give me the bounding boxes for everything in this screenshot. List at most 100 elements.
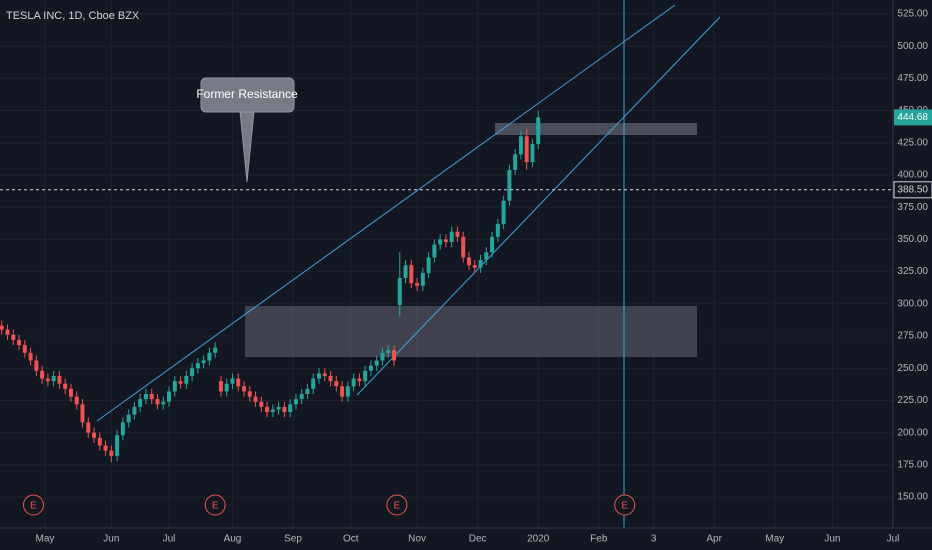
candle-body xyxy=(143,394,148,400)
y-tick-label: 150.00 xyxy=(897,492,928,503)
x-tick-label: Apr xyxy=(706,534,722,545)
candle-body xyxy=(507,169,512,201)
candle-body xyxy=(201,360,206,364)
candle-body xyxy=(495,223,500,237)
candle-body xyxy=(126,414,131,423)
candle-body xyxy=(455,231,460,237)
candle-body xyxy=(363,370,368,382)
y-tick-label: 225.00 xyxy=(897,395,928,406)
candle-body xyxy=(68,388,73,397)
event-marker xyxy=(386,494,408,516)
candle-body xyxy=(207,352,212,361)
candle-body xyxy=(138,399,143,407)
axes: 150.00 175.00 200.00 225.00 250.00 275.00 300.… xyxy=(36,9,932,545)
candle-body xyxy=(132,406,137,415)
x-tick-label: Feb xyxy=(590,534,608,545)
candle-body xyxy=(328,375,333,382)
candle-body xyxy=(265,406,270,413)
trend-line xyxy=(356,16,721,396)
candle-body xyxy=(86,422,91,433)
candle-body xyxy=(34,360,39,371)
candle-body xyxy=(213,347,218,353)
candle-body xyxy=(449,231,454,242)
candle-body xyxy=(513,154,518,170)
candle-body xyxy=(357,378,362,382)
candle-body xyxy=(0,325,4,330)
candle-body xyxy=(149,394,154,400)
event-marker xyxy=(204,494,226,516)
candle-body xyxy=(299,394,304,400)
x-tick-label: Dec xyxy=(469,534,487,545)
candle-body xyxy=(253,396,258,402)
y-tick-label: 425.00 xyxy=(897,137,928,148)
zone-box xyxy=(245,306,697,357)
candle-body xyxy=(288,404,293,413)
y-tick-label: 325.00 xyxy=(897,266,928,277)
candle-body xyxy=(97,437,102,446)
x-tick-label: May xyxy=(765,534,784,545)
event-marker xyxy=(22,494,44,516)
x-tick-label: Jun xyxy=(824,534,840,545)
candle-body xyxy=(536,117,541,145)
candle-body xyxy=(351,378,356,387)
candle-body xyxy=(57,375,62,384)
candle-body xyxy=(74,396,79,405)
candle-body xyxy=(109,450,114,456)
candle-body xyxy=(472,265,477,268)
candle-body xyxy=(317,373,322,379)
candle-body xyxy=(432,244,437,258)
candle-body xyxy=(374,360,379,366)
event-label: E xyxy=(212,501,219,512)
x-tick-label: 3 xyxy=(651,534,657,545)
y-tick-label: 500.00 xyxy=(897,41,928,52)
candle-body xyxy=(190,368,195,376)
candle-body xyxy=(5,329,10,335)
event-label: E xyxy=(621,501,628,512)
y-tick-label: 350.00 xyxy=(897,234,928,245)
callout-pointer xyxy=(239,110,255,183)
candle-body xyxy=(484,252,489,261)
candle-body xyxy=(51,375,56,382)
candle-body xyxy=(63,383,68,389)
candle-body xyxy=(28,352,33,361)
grid xyxy=(0,0,894,528)
event-marker xyxy=(614,494,636,516)
candle-body xyxy=(276,406,281,410)
candle-body xyxy=(236,378,241,387)
x-tick-label: Oct xyxy=(343,534,359,545)
candle-body xyxy=(172,381,177,392)
candle-body xyxy=(409,265,414,284)
price-level-tag xyxy=(893,181,932,199)
x-tick-label: Aug xyxy=(224,534,242,545)
candle-body xyxy=(518,136,523,155)
x-tick-label: 2020 xyxy=(527,534,550,545)
candle-body xyxy=(17,339,22,346)
candle-body xyxy=(392,350,397,361)
candle-body xyxy=(345,386,350,397)
candle-body xyxy=(230,378,235,384)
candle-body xyxy=(184,375,189,384)
candle-body xyxy=(403,265,408,279)
candle-body xyxy=(120,422,125,436)
candle-body xyxy=(155,399,160,405)
candle-body xyxy=(80,404,85,423)
candle-body xyxy=(386,350,391,353)
candle-body xyxy=(242,386,247,392)
x-tick-label: Jul xyxy=(163,534,176,545)
candle-body xyxy=(167,391,172,402)
candle-body xyxy=(426,257,431,273)
candle-body xyxy=(92,432,97,438)
y-tick-label: 300.00 xyxy=(897,298,928,309)
y-tick-label: 525.00 xyxy=(897,9,928,20)
y-tick-label: 200.00 xyxy=(897,427,928,438)
callout-text: Former Resistance xyxy=(196,87,298,101)
candle-body xyxy=(380,352,385,361)
candle-body xyxy=(420,272,425,286)
y-tick-label: 400.00 xyxy=(897,170,928,181)
x-tick-label: Nov xyxy=(408,534,426,545)
candle-body xyxy=(368,365,373,371)
candle-body xyxy=(530,144,535,163)
candle-body xyxy=(218,381,223,392)
